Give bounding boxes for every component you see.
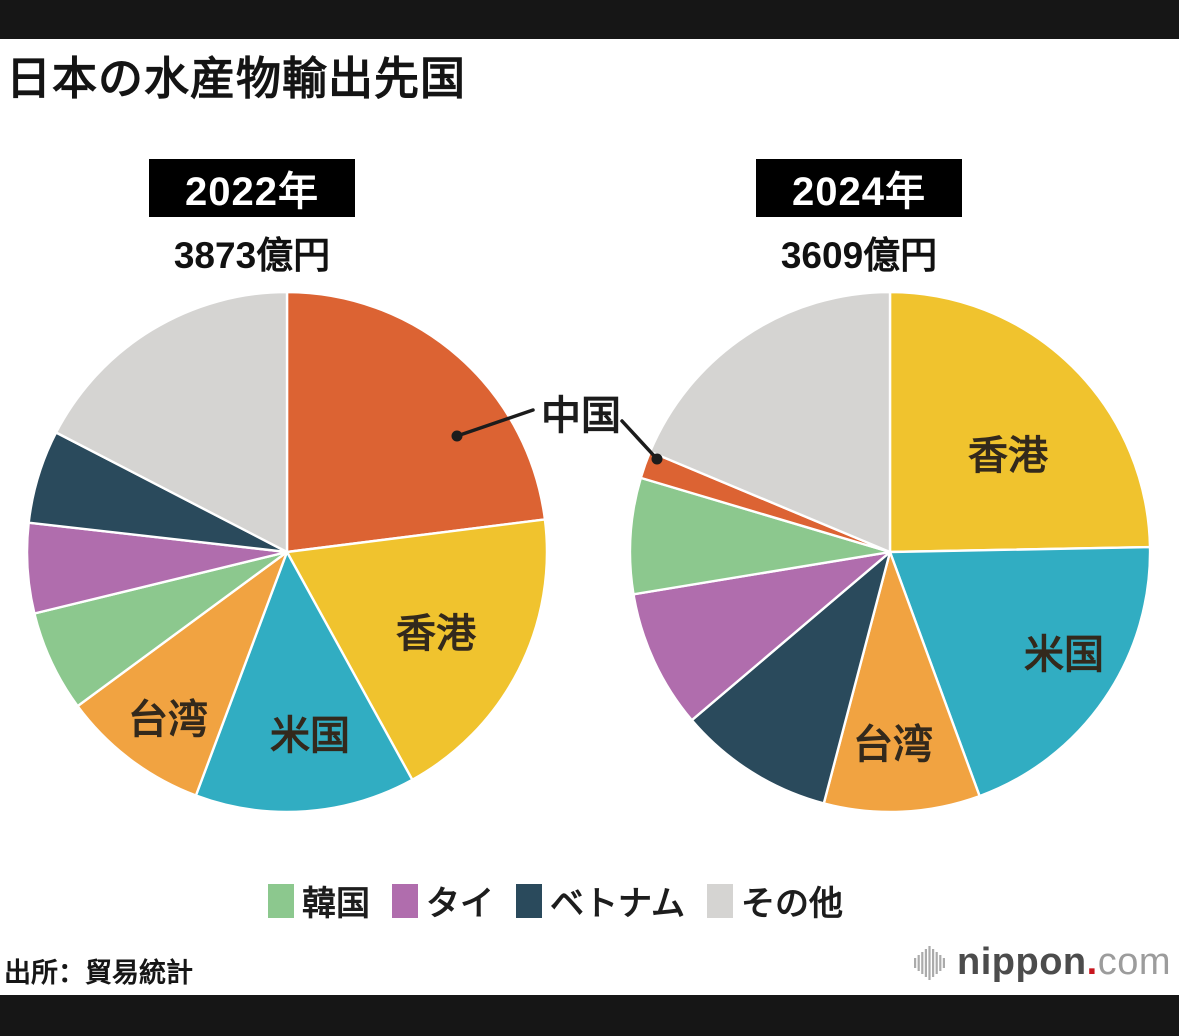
legend-item-others: その他 [706,876,843,925]
nippon-logo-text: nippon.com [957,941,1171,984]
year-badge-2024: 2024年 [756,159,962,217]
legend-label-korea: 韓国 [302,885,370,923]
total-value-2022: 3873億円 [173,235,331,276]
pie-chart-2024 [628,290,1152,814]
slice-label-usa-2022: 米国 [270,714,350,758]
legend-item-vietnam: ベトナム [516,876,685,925]
year-badge-2022-label: 2022年 [185,170,319,214]
pie-slice-usa [888,545,1152,798]
top-black-bar [0,0,1179,39]
page-title: 日本の水産物輸出先国 [6,53,467,104]
pie-slice-others [54,290,289,554]
pie-slice-hongkong [888,290,1152,554]
logo-text-com: com [1097,941,1171,983]
legend-item-thailand: タイ [392,876,494,925]
year-badge-2022: 2022年 [149,159,355,217]
callout-arrow-left-line [455,408,535,438]
legend-label-others: その他 [740,885,843,923]
pie-slice-usa [194,550,414,814]
year-badge-2024-label: 2024年 [792,170,926,214]
pie-slice-korea [628,476,892,596]
logo-text-nippon: nippon [957,941,1087,983]
slice-label-usa-2024: 米国 [1024,633,1104,677]
legend: 韓国 タイ ベトナム その他 [268,876,843,925]
pie-slice-taiwan [822,550,981,814]
callout-arrow-right-line [620,419,659,461]
pie-slice-vietnam [690,550,892,805]
legend-swatch-thailand [392,883,418,918]
pie-slice-thailand [632,550,892,722]
total-value-2024: 3609億円 [780,235,938,276]
pie-slice-hongkong [285,518,549,781]
legend-item-korea: 韓国 [268,876,370,925]
callout-label-china: 中国 [541,394,621,438]
legend-label-thailand: タイ [426,885,494,923]
slice-label-hongkong-2024: 香港 [968,434,1048,478]
legend-label-vietnam: ベトナム [550,885,685,923]
nippon-logo-bars-icon [914,945,946,980]
slice-label-hongkong-2022: 香港 [396,612,476,656]
callout-arrow-right-dot [651,453,663,465]
logo-text-dot: . [1086,941,1098,983]
legend-swatch-vietnam [516,883,542,918]
slice-label-taiwan-2024: 台湾 [853,723,933,767]
pie-slice-others [648,290,892,554]
nippon-logo: nippon.com [914,941,1171,984]
slice-label-taiwan-2022: 台湾 [128,698,208,742]
pie-chart-2022 [25,290,549,814]
bottom-black-bar [0,995,1179,1036]
callout-arrows [451,408,663,465]
legend-swatch-korea [268,883,294,918]
source-note: 出所：貿易統計 [4,958,193,988]
pie-slice-china [285,290,547,554]
callout-arrow-left-dot [451,430,463,442]
pie-slice-taiwan [76,550,289,797]
legend-swatch-others [706,883,733,918]
